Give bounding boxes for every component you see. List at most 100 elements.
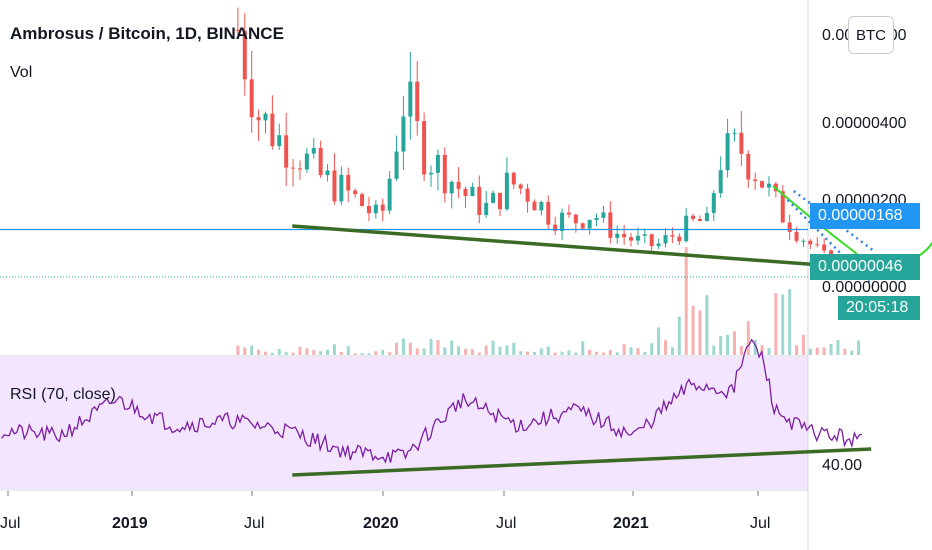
candle-body [560, 213, 564, 231]
candle-body [815, 244, 819, 245]
volume-bar [609, 350, 612, 355]
volume-bar [409, 343, 412, 355]
volume-bar [271, 353, 274, 355]
candle-body [643, 234, 647, 236]
candle-body [381, 205, 385, 211]
candle-body [491, 193, 495, 203]
volume-bar [416, 348, 419, 355]
bar-countdown-tag: 20:05:18 [838, 296, 920, 320]
volume-bar [250, 345, 253, 355]
volume-bar [471, 349, 474, 355]
candle-body [822, 245, 826, 251]
candle-body [670, 235, 674, 236]
candle-body [395, 152, 399, 179]
rsi-legend: RSI (70, close) [10, 386, 116, 404]
candle-body [346, 175, 350, 191]
candle-body [664, 235, 668, 243]
volume-bar [630, 347, 633, 355]
candle-body [595, 218, 599, 220]
volume-bar [312, 350, 315, 355]
volume-bar [567, 350, 570, 355]
candle-body [512, 173, 516, 185]
candle-body [684, 216, 688, 241]
candle-body [415, 82, 419, 121]
volume-bar [450, 340, 453, 355]
volume-bar [809, 349, 812, 355]
volume-bar [436, 340, 439, 355]
volume-bar [767, 348, 770, 355]
volume-bar [395, 343, 398, 355]
volume-bar [388, 352, 391, 355]
volume-bar [671, 347, 674, 355]
volume-bar [850, 351, 853, 355]
volume-bar [402, 339, 405, 355]
candle-body [457, 182, 461, 189]
volume-bar [636, 348, 639, 355]
candle-body [270, 114, 274, 146]
candle-body [732, 133, 736, 134]
candle-body [429, 173, 433, 175]
volume-bar [333, 344, 336, 355]
candle-body [477, 187, 481, 215]
price-axis-label: 0.00000000 [822, 279, 907, 296]
volume-bar [367, 353, 370, 355]
volume-bar [243, 347, 246, 355]
volume-bar [602, 353, 605, 355]
candle-body [298, 168, 302, 169]
volume-bar [650, 343, 653, 355]
candle-body [746, 154, 750, 180]
volume-bar [423, 348, 426, 355]
candle-body [677, 237, 681, 242]
volume-bar [340, 352, 343, 355]
volume-bar [505, 345, 508, 355]
candle-body [739, 133, 743, 154]
candle-body [546, 202, 550, 225]
volume-bar [623, 344, 626, 355]
volume-bar [740, 346, 743, 355]
candle-body [319, 148, 323, 175]
volume-bar [643, 352, 646, 355]
volume-bar [519, 351, 522, 355]
candle-body [788, 223, 792, 232]
volume-bar [795, 345, 798, 355]
volume-legend: Vol [10, 64, 32, 82]
volume-bar [298, 347, 301, 355]
volume-bar [492, 341, 495, 355]
volume-bar [526, 352, 529, 355]
volume-bar [664, 340, 667, 355]
currency-button[interactable]: BTC [848, 16, 894, 54]
volume-bar [285, 352, 288, 355]
price-axis-label: 0.00000400 [822, 115, 907, 132]
last-price-tag: 0.00000046 [810, 254, 920, 280]
candle-body [464, 189, 468, 196]
time-axis-label: 2019 [112, 515, 148, 532]
volume-bar [830, 344, 833, 355]
candle-body [726, 133, 730, 170]
price-trendline [292, 226, 875, 269]
candle-body [291, 168, 295, 169]
candle-body [650, 234, 654, 246]
candle-body [312, 148, 316, 154]
volume-bar [802, 335, 805, 355]
candle-body [519, 184, 523, 188]
candle-body [712, 193, 716, 213]
volume-bar [540, 348, 543, 355]
candle-body [705, 213, 709, 221]
candle-body [588, 220, 592, 228]
volume-bar [533, 352, 536, 355]
candle-body [388, 179, 392, 211]
volume-bar [430, 339, 433, 355]
time-axis-label: Jul [244, 515, 264, 532]
volume-bar [698, 310, 701, 355]
volume-bar [443, 347, 446, 355]
volume-bar [836, 340, 839, 355]
volume-bar [781, 294, 784, 355]
volume-bar [347, 346, 350, 355]
candle-body [795, 232, 799, 241]
candle-body [615, 234, 619, 238]
volume-bar [547, 346, 550, 355]
volume-bar [478, 353, 481, 355]
volume-bar [678, 317, 681, 355]
candle-body [422, 121, 426, 174]
